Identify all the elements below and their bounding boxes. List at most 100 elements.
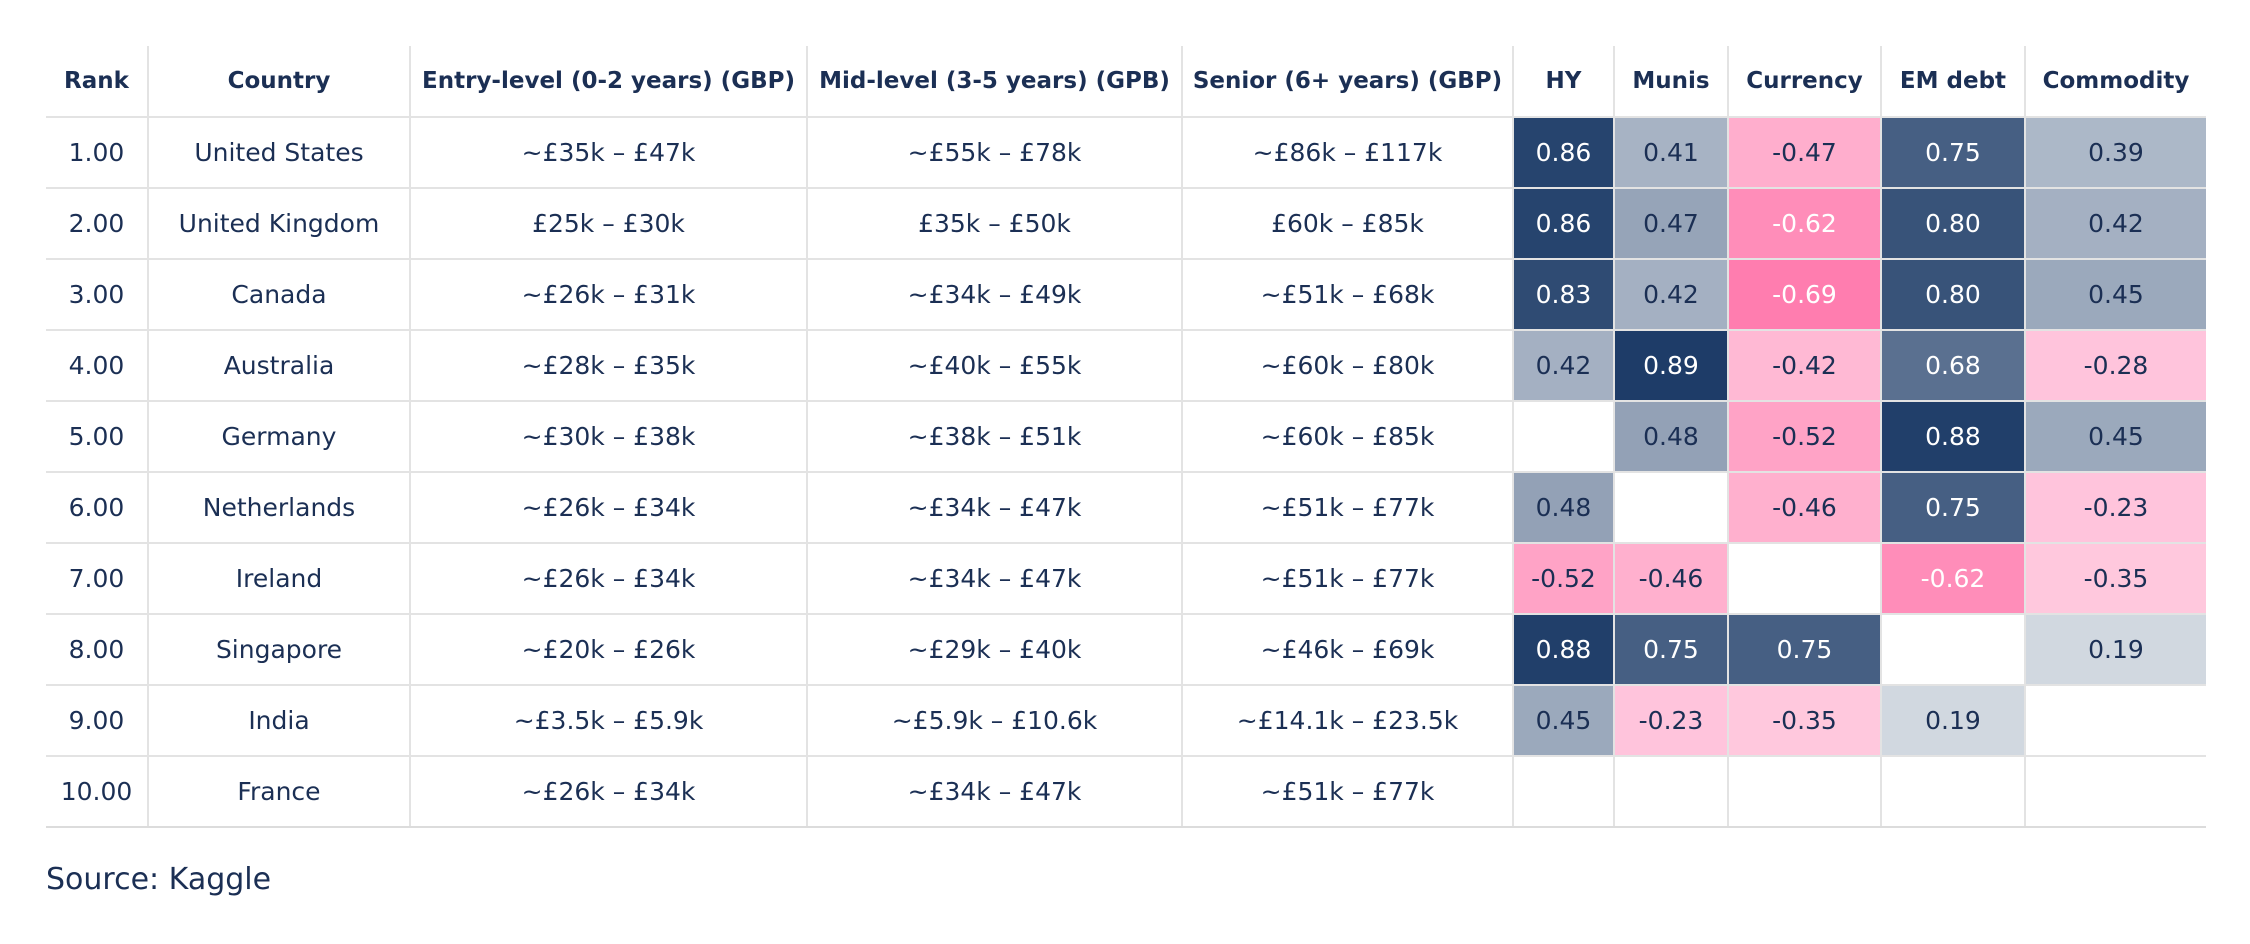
- table-cell: 10.00: [46, 756, 148, 828]
- heatmap-cell: [2024, 756, 2206, 828]
- heatmap-cell: 0.75: [1880, 472, 2025, 544]
- heatmap-cell: -0.52: [1512, 543, 1614, 615]
- table-cell: ~£29k – £40k: [806, 614, 1182, 686]
- heatmap-cell: -0.23: [1613, 685, 1728, 757]
- heatmap-cell: [1727, 756, 1881, 828]
- heatmap-cell: -0.69: [1727, 259, 1881, 331]
- table-cell: ~£55k – £78k: [806, 117, 1182, 189]
- table-row: 9.00 India ~£3.5k – £5.9k ~£5.9k – £10.6k ~£…: [46, 685, 2206, 757]
- table-row: 5.00 Germany ~£30k – £38k ~£38k – £51k ~£60k…: [46, 401, 2206, 473]
- table-cell: ~£35k – £47k: [409, 117, 807, 189]
- table-cell: 6.00: [46, 472, 148, 544]
- table-cell: ~£26k – £34k: [409, 756, 807, 828]
- heatmap-cell: [1880, 614, 2025, 686]
- heatmap-cell: -0.46: [1613, 543, 1728, 615]
- table-cell: 9.00: [46, 685, 148, 757]
- heatmap-cell: 0.42: [1512, 330, 1614, 402]
- heatmap-cell: 0.45: [2024, 401, 2206, 473]
- heatmap-cell: 0.48: [1512, 472, 1614, 544]
- heatmap-cell: 0.42: [2024, 188, 2206, 260]
- table-cell: ~£38k – £51k: [806, 401, 1182, 473]
- heatmap-cell: 0.88: [1880, 401, 2025, 473]
- table-cell: 8.00: [46, 614, 148, 686]
- table-row: 1.00 United States ~£35k – £47k ~£55k – £78…: [46, 117, 2206, 189]
- heatmap-cell: -0.35: [1727, 685, 1881, 757]
- table-cell: ~£86k – £117k: [1181, 117, 1513, 189]
- table-row: 3.00 Canada ~£26k – £31k ~£34k – £49k ~£51k …: [46, 259, 2206, 331]
- table-cell: £35k – £50k: [806, 188, 1182, 260]
- heatmap-cell: 0.75: [1613, 614, 1728, 686]
- table-cell: ~£5.9k – £10.6k: [806, 685, 1182, 757]
- table-row: 2.00 United Kingdom £25k – £30k £35k – £50k…: [46, 188, 2206, 260]
- table-cell: ~£51k – £68k: [1181, 259, 1513, 331]
- table-cell: ~£34k – £47k: [806, 472, 1182, 544]
- heatmap-cell: 0.80: [1880, 188, 2025, 260]
- heatmap-cell: [1880, 756, 2025, 828]
- column-header: EM debt: [1880, 46, 2025, 118]
- column-header: Senior (6+ years) (GBP): [1181, 46, 1513, 118]
- table-cell: ~£46k – £69k: [1181, 614, 1513, 686]
- heatmap-cell: 0.86: [1512, 117, 1614, 189]
- heatmap-cell: 0.48: [1613, 401, 1728, 473]
- table-cell: ~£26k – £31k: [409, 259, 807, 331]
- column-header: Currency: [1727, 46, 1881, 118]
- heatmap-cell: -0.28: [2024, 330, 2206, 402]
- table-cell: Australia: [147, 330, 410, 402]
- table-cell: 2.00: [46, 188, 148, 260]
- heatmap-cell: 0.68: [1880, 330, 2025, 402]
- table-cell: India: [147, 685, 410, 757]
- table-cell: Germany: [147, 401, 410, 473]
- heatmap-cell: 0.45: [1512, 685, 1614, 757]
- table-cell: ~£20k – £26k: [409, 614, 807, 686]
- heatmap-cell: [1512, 756, 1614, 828]
- header-row: Rank Country Entry-level (0-2 years) (GBP)…: [46, 46, 2206, 118]
- table-cell: ~£3.5k – £5.9k: [409, 685, 807, 757]
- table-cell: 1.00: [46, 117, 148, 189]
- heatmap-cell: -0.62: [1727, 188, 1881, 260]
- table-cell: 3.00: [46, 259, 148, 331]
- heatmap-cell: -0.52: [1727, 401, 1881, 473]
- table-cell: ~£60k – £80k: [1181, 330, 1513, 402]
- heatmap-cell: 0.19: [1880, 685, 2025, 757]
- heatmap-cell: 0.39: [2024, 117, 2206, 189]
- column-header: HY: [1512, 46, 1614, 118]
- table-row: 8.00 Singapore ~£20k – £26k ~£29k – £40k ~£4…: [46, 614, 2206, 686]
- column-header: Munis: [1613, 46, 1728, 118]
- heatmap-cell: -0.47: [1727, 117, 1881, 189]
- heatmap-cell: 0.41: [1613, 117, 1728, 189]
- column-header: Entry-level (0-2 years) (GBP): [409, 46, 807, 118]
- column-header: Mid-level (3-5 years) (GPB): [806, 46, 1182, 118]
- heatmap-cell: -0.62: [1880, 543, 2025, 615]
- table-cell: ~£26k – £34k: [409, 543, 807, 615]
- heatmap-cell: 0.42: [1613, 259, 1728, 331]
- column-header: Country: [147, 46, 410, 118]
- table-cell: £25k – £30k: [409, 188, 807, 260]
- heatmap-cell: 0.45: [2024, 259, 2206, 331]
- column-header: Commodity: [2024, 46, 2206, 118]
- table-cell: France: [147, 756, 410, 828]
- table-cell: ~£30k – £38k: [409, 401, 807, 473]
- heatmap-cell: [1613, 756, 1728, 828]
- table-cell: 7.00: [46, 543, 148, 615]
- table-cell: Singapore: [147, 614, 410, 686]
- table-cell: ~£51k – £77k: [1181, 472, 1513, 544]
- heatmap-cell: -0.46: [1727, 472, 1881, 544]
- heatmap-cell: 0.80: [1880, 259, 2025, 331]
- heatmap-cell: 0.75: [1880, 117, 2025, 189]
- table-row: 7.00 Ireland ~£26k – £34k ~£34k – £47k ~£51k…: [46, 543, 2206, 615]
- heatmap-cell: 0.88: [1512, 614, 1614, 686]
- table-cell: United States: [147, 117, 410, 189]
- table-cell: ~£14.1k – £23.5k: [1181, 685, 1513, 757]
- heatmap-cell: 0.75: [1727, 614, 1881, 686]
- table-cell: ~£51k – £77k: [1181, 543, 1513, 615]
- source-note: Source: Kaggle: [46, 862, 272, 897]
- heatmap-cell: -0.42: [1727, 330, 1881, 402]
- table-cell: ~£26k – £34k: [409, 472, 807, 544]
- table-cell: 5.00: [46, 401, 148, 473]
- heatmap-cell: -0.23: [2024, 472, 2206, 544]
- table-cell: ~£51k – £77k: [1181, 756, 1513, 828]
- table-cell: £60k – £85k: [1181, 188, 1513, 260]
- table-cell: Netherlands: [147, 472, 410, 544]
- heatmap-cell: [2024, 685, 2206, 757]
- table-cell: ~£28k – £35k: [409, 330, 807, 402]
